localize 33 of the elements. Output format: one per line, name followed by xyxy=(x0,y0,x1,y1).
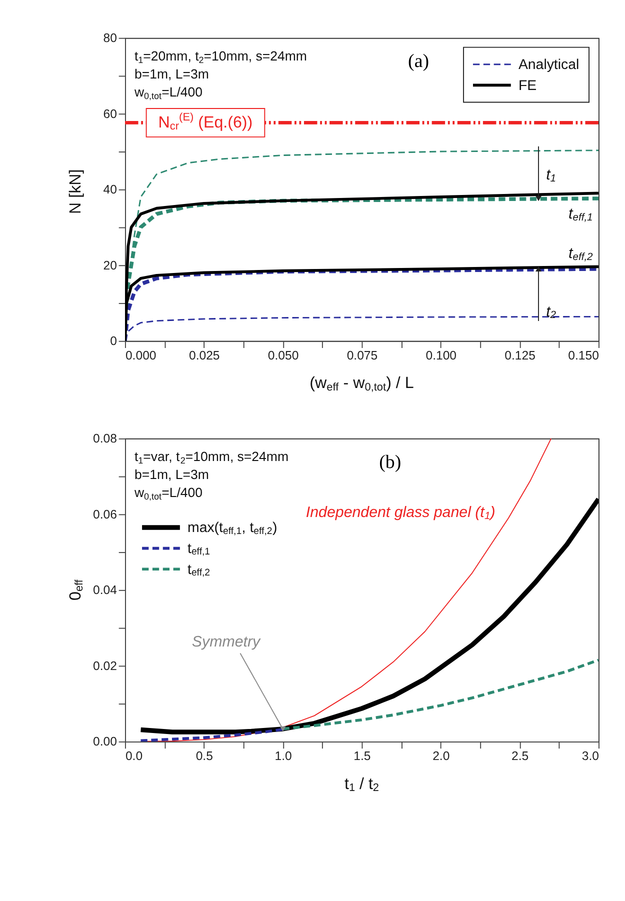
x-tick-label: 0.075 xyxy=(346,348,378,362)
x-tick-label: 2.0 xyxy=(432,748,450,763)
x-tick-label: 0.000 xyxy=(125,348,156,362)
text: (a) xyxy=(408,51,430,72)
y-tick-label: 80 xyxy=(103,31,118,46)
x-tick-label: 2.5 xyxy=(511,748,529,763)
y-tick-label: 0.04 xyxy=(93,583,118,598)
x-tick-label: 1.0 xyxy=(274,748,292,763)
x-tick-label: 3.0 xyxy=(582,748,600,763)
x-tick-label: 0.0 xyxy=(125,748,143,763)
annotation: b=1m, L=3m xyxy=(134,66,209,82)
y-axis-title: 0eff xyxy=(66,578,86,601)
y-tick-label: 0.06 xyxy=(93,507,118,522)
x-tick-label: 0.025 xyxy=(188,348,220,362)
y-tick-label: 0.02 xyxy=(93,658,118,673)
y-axis-title: N [kN] xyxy=(66,169,84,214)
x-tick-label: 0.125 xyxy=(504,348,536,362)
legend-label: FE xyxy=(518,78,537,94)
x-tick-label: 0.5 xyxy=(196,748,214,763)
y-tick-label: 40 xyxy=(103,182,118,197)
x-tick-label: 0.150 xyxy=(568,348,600,362)
text: (b) xyxy=(379,452,402,473)
annotation: Symmetry xyxy=(192,634,262,651)
x-tick-label: 0.100 xyxy=(426,348,457,362)
y-tick-label: 0 xyxy=(110,334,118,348)
y-tick-label: 0.08 xyxy=(93,432,118,446)
y-tick-label: 0.00 xyxy=(93,734,118,749)
y-tick-label: 60 xyxy=(103,106,118,121)
annotation: b=1m, L=3m xyxy=(134,467,209,482)
x-tick-label: 0.050 xyxy=(268,348,299,362)
x-tick-label: 1.5 xyxy=(354,748,371,763)
y-tick-label: 20 xyxy=(103,258,118,272)
legend-label: Analytical xyxy=(518,57,580,74)
